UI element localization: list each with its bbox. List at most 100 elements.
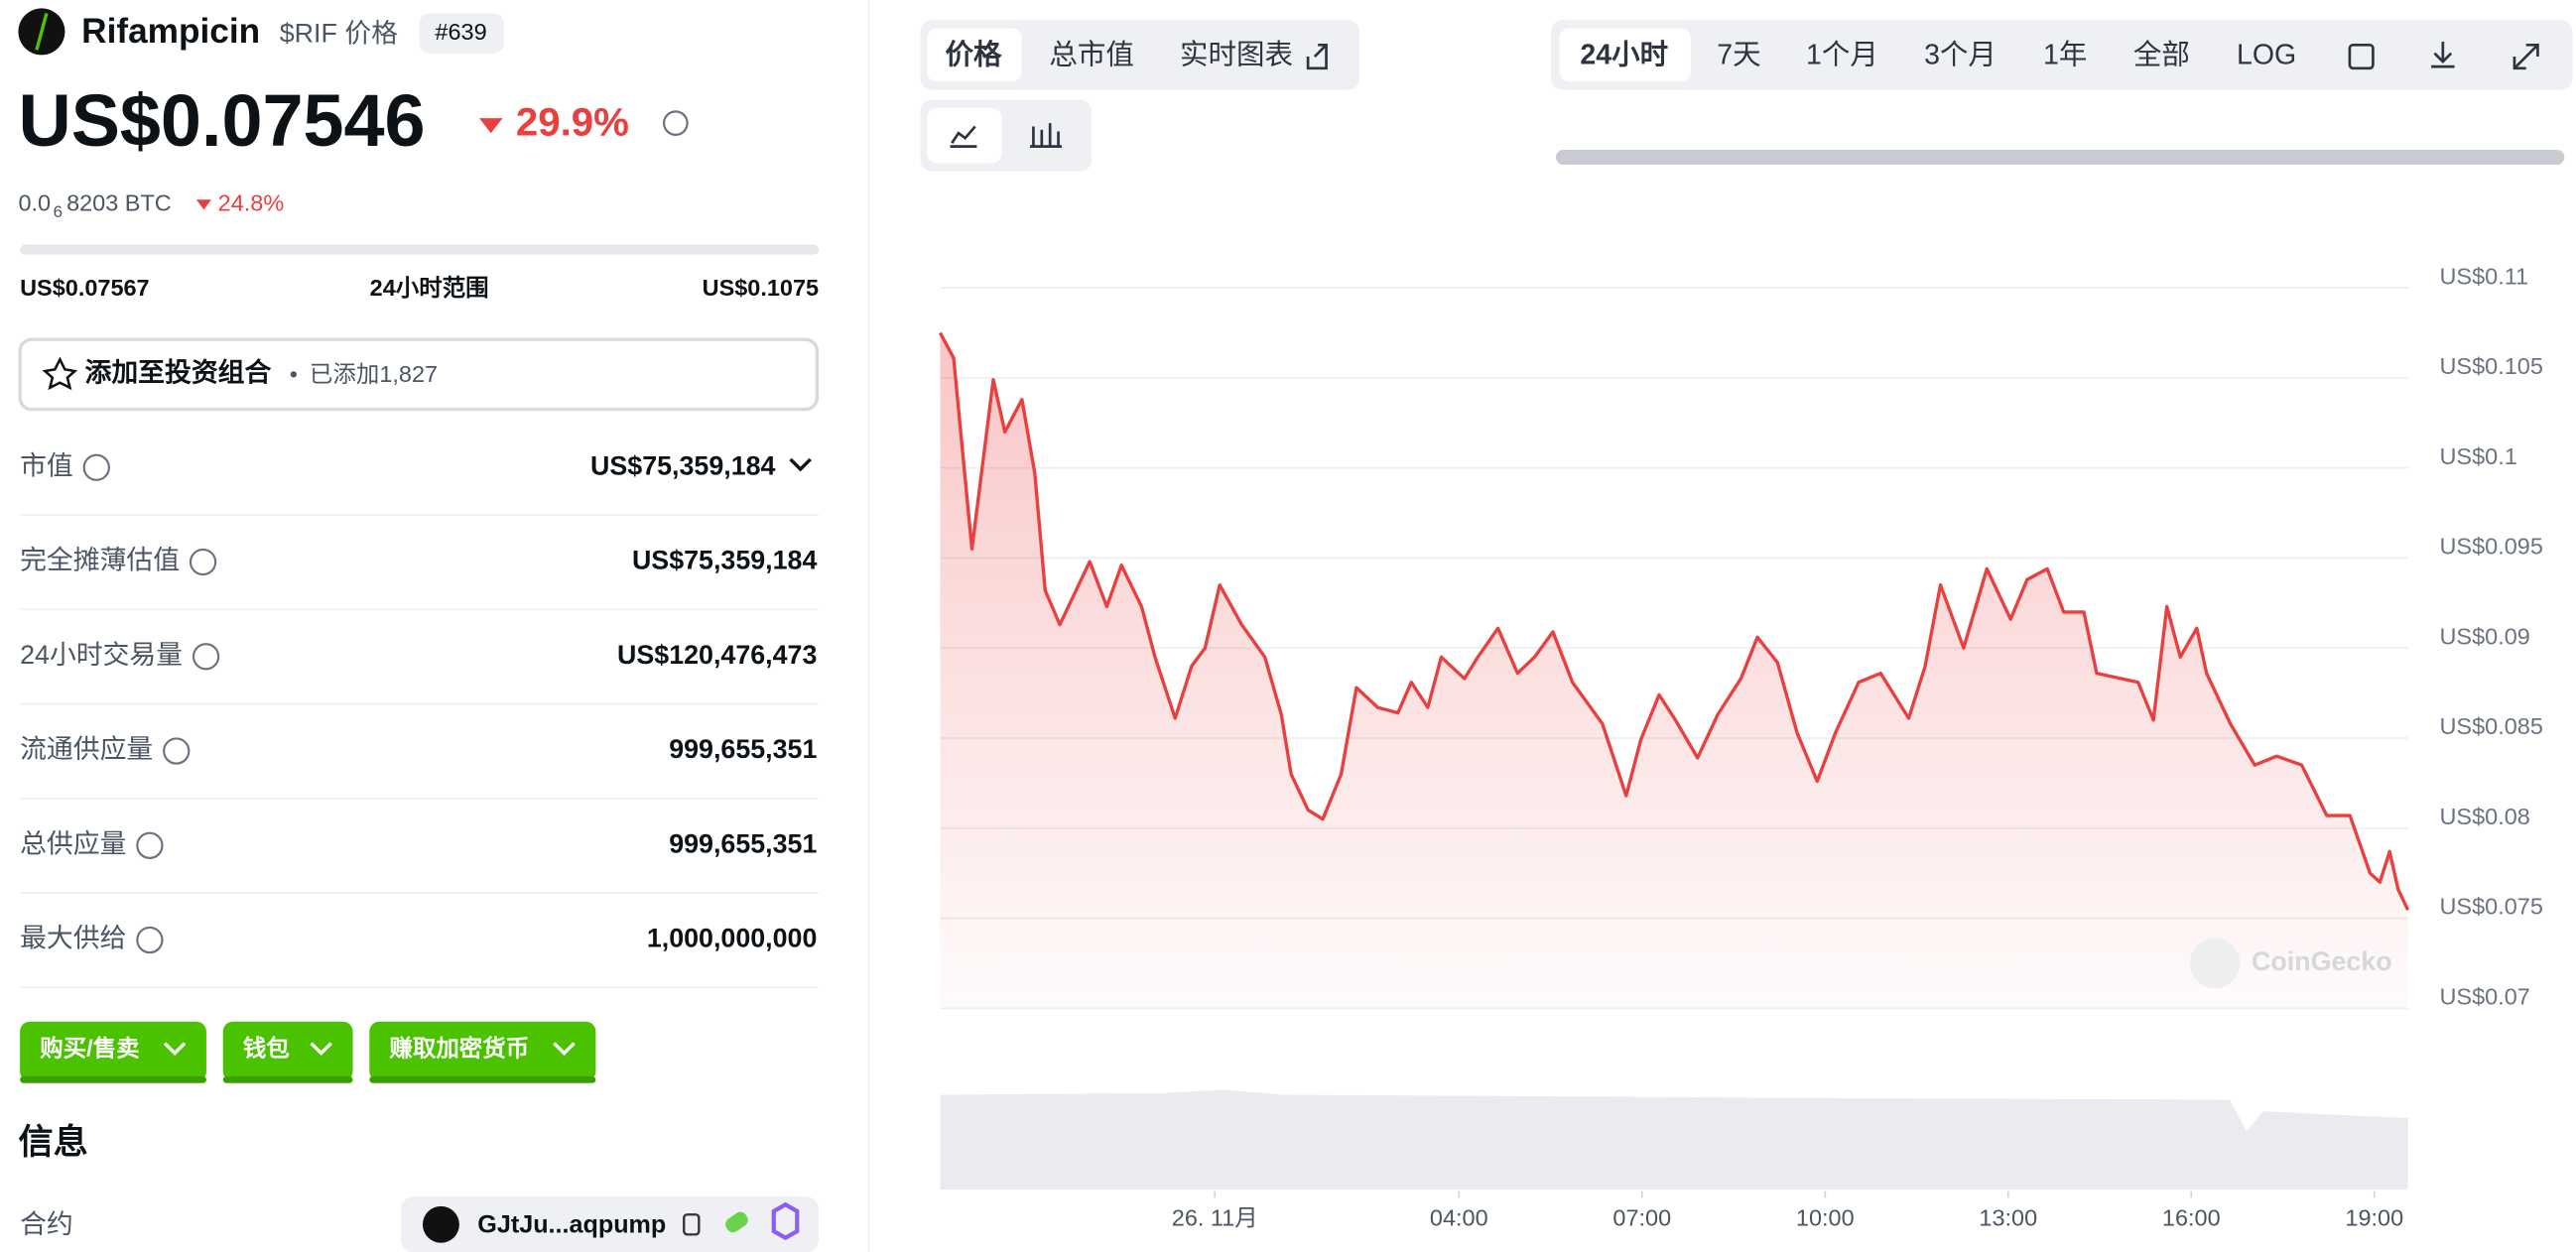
action-button[interactable]	[222, 1021, 353, 1082]
info-icon	[82, 453, 110, 481]
stat-label: 流通供应量	[20, 734, 153, 764]
tab[interactable]: 实时图表	[1180, 40, 1293, 71]
coin-logo-mark	[35, 13, 49, 51]
range-option[interactable]: LOG	[2237, 40, 2296, 71]
line-icon	[950, 125, 977, 148]
x-tick-label: 26. 11月	[1172, 1204, 1258, 1230]
range-option[interactable]: 3个月	[1924, 40, 1996, 71]
y-tick-label: US$0.105	[2439, 353, 2542, 379]
info-icon	[192, 643, 220, 671]
stat-value: US$75,359,184	[632, 546, 818, 575]
contract-pill[interactable]	[401, 1195, 820, 1252]
contract-label: 合约	[20, 1209, 73, 1239]
stat-label: 市值	[20, 450, 73, 480]
chevron	[553, 1042, 576, 1056]
fullscreen-icon[interactable]	[2512, 43, 2539, 70]
range-option[interactable]: 7天	[1717, 40, 1760, 71]
range-option[interactable]: 24小时	[1580, 40, 1668, 71]
stat-value: US$75,359,184	[590, 450, 776, 480]
x-tick-label: 16:00	[2162, 1204, 2221, 1230]
range-selected	[1559, 28, 1691, 82]
portfolio-label: 添加至投资组合	[85, 356, 272, 387]
range-option[interactable]: 1个月	[1806, 40, 1878, 71]
range-group	[1550, 20, 2573, 90]
stat-label: 总供应量	[20, 828, 126, 858]
price-line	[939, 331, 2410, 911]
x-tick-label: 10:00	[1796, 1204, 1855, 1230]
action-button[interactable]	[369, 1021, 596, 1082]
y-tick-label: US$0.085	[2439, 713, 2542, 739]
bullet: •	[290, 361, 298, 387]
info-icon	[163, 737, 191, 765]
volume-strip	[940, 1089, 2408, 1190]
range-high: US$0.1075	[703, 275, 819, 301]
pill-icon[interactable]	[722, 1209, 750, 1235]
x-tick-label: 19:00	[2345, 1204, 2403, 1230]
btc-prefix: 0.0	[18, 190, 51, 216]
tab-group	[920, 20, 1360, 90]
y-tick-label: US$0.075	[2439, 894, 2542, 920]
range-option[interactable]: 全部	[2133, 40, 2190, 71]
star-icon	[42, 356, 78, 391]
y-tick-label: US$0.09	[2439, 623, 2529, 649]
candle-icon[interactable]	[1030, 123, 1062, 148]
button-label: 赚取加密货币	[389, 1034, 529, 1061]
download-icon[interactable]	[2431, 41, 2455, 68]
y-tick-label: US$0.11	[2439, 263, 2528, 289]
stat-value: 999,655,351	[669, 734, 817, 764]
info-icon	[189, 548, 217, 576]
portfolio-button[interactable]	[18, 337, 820, 412]
button-shadow	[222, 1076, 353, 1083]
x-tick-label: 13:00	[1979, 1204, 2037, 1230]
stat-label: 完全摊薄估值	[20, 546, 180, 575]
btc-change: 24.8%	[218, 190, 285, 216]
watermark: CoinGecko	[2252, 946, 2392, 976]
action-buttons: 购买/售卖 钱包 赚取加密货币	[20, 1021, 596, 1083]
external-icon	[1306, 43, 1328, 70]
scrollbar[interactable]	[1555, 149, 2565, 166]
stat-value: 999,655,351	[669, 828, 817, 858]
tab-selected	[927, 28, 1022, 82]
info-icon	[663, 110, 689, 136]
y-tick-label: US$0.095	[2439, 534, 2542, 560]
stats: 市值 US$75,359,184 完全摊薄估值 US$75,359,184 24小时交易…	[20, 450, 820, 989]
button-label: 购买/售卖	[40, 1034, 139, 1061]
coin-name: Rifampicin	[81, 12, 260, 51]
chain-icon	[422, 1205, 459, 1243]
info-title: 信息	[18, 1122, 87, 1162]
range-option[interactable]: 1年	[2043, 40, 2087, 71]
action-button[interactable]	[20, 1021, 206, 1082]
tab[interactable]: 价格	[946, 40, 1003, 71]
stat-value: US$120,476,473	[617, 640, 817, 670]
button-label: 钱包	[243, 1034, 290, 1061]
y-tick-label: US$0.07	[2439, 983, 2529, 1009]
coin-symbol: $RIF 价格	[280, 18, 398, 48]
ranges: 24小时 7天 1个月 3个月 1年 全部 LOG	[1580, 40, 2296, 71]
calendar-icon[interactable]	[2348, 43, 2375, 70]
range-label: 24小时范围	[370, 275, 489, 301]
area-fill	[940, 332, 2408, 1009]
price: US$0.07546	[18, 79, 425, 162]
copy-icon[interactable]	[683, 1213, 701, 1236]
down-arrow	[195, 199, 211, 210]
chevron	[163, 1042, 187, 1056]
stat-label: 最大供给	[20, 924, 126, 953]
chevron[interactable]	[789, 457, 812, 472]
toggle-selected[interactable]	[927, 108, 1002, 164]
x-tick-label: 04:00	[1430, 1204, 1488, 1230]
tab[interactable]: 总市值	[1049, 40, 1134, 71]
tabs: 价格 总市值 实时图表	[946, 40, 1293, 71]
rank-badge	[419, 13, 505, 54]
rank: #639	[435, 19, 486, 45]
btc-zeros: 6	[54, 202, 63, 221]
button-shadow	[369, 1076, 596, 1083]
contract: GJtJu...aqpump	[477, 1211, 666, 1239]
wallet-icon[interactable]	[771, 1201, 800, 1241]
btc-price: 8203 BTC	[66, 190, 172, 216]
down-arrow	[478, 118, 503, 134]
range-bar	[20, 244, 820, 255]
portfolio-count: 已添加1,827	[310, 361, 438, 387]
price-chart: US$0.07 US$0.075 US$0.08 US$0.085 US$0.09 US$…	[939, 263, 2543, 1230]
